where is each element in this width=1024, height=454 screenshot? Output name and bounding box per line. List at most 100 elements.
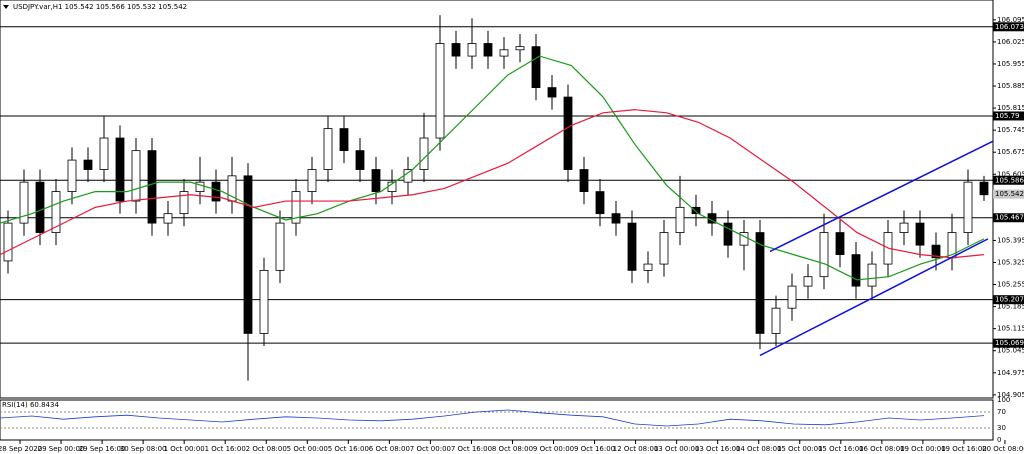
candle-body [787, 285, 797, 309]
x-tick-label: 28 Sep 2020 [0, 445, 42, 453]
candle-body [979, 181, 989, 196]
candle-body [211, 181, 221, 202]
candle-body [819, 232, 829, 278]
x-tick-label: 1 Oct 16:00 [205, 445, 246, 453]
level-label: 105.207 [995, 296, 1024, 304]
x-tick-label: 13 Oct 16:00 [695, 445, 741, 453]
channel-line [769, 140, 994, 253]
candle-body [659, 232, 669, 265]
moving-average [0, 109, 985, 259]
candle-body [499, 49, 509, 57]
main-frame [0, 0, 994, 399]
candle-body [355, 150, 365, 170]
y-tick-label: 105.745 [997, 126, 1024, 134]
candle-body [67, 159, 77, 192]
candle-body [163, 213, 173, 224]
candle-body [915, 222, 925, 246]
candle-body [3, 222, 13, 262]
x-tick-label: 7 Oct 00:00 [410, 445, 451, 453]
candle-body [115, 137, 125, 202]
collapse-icon[interactable] [3, 5, 9, 9]
x-tick-label: 19 Oct 00:00 [900, 445, 946, 453]
x-tick-label: 7 Oct 16:00 [451, 445, 492, 453]
level-tag [993, 338, 1024, 348]
candle-body [963, 181, 973, 233]
candle-body [755, 232, 765, 334]
level-tag [993, 111, 1024, 121]
candle-body [579, 169, 589, 192]
x-tick-label: 6 Oct 08:00 [369, 445, 410, 453]
chart-title: USDJPY.var,H1 105.542 105.566 105.532 10… [13, 3, 187, 11]
level-label: 105.069 [995, 339, 1024, 347]
candle-body [899, 222, 909, 233]
y-tick-label: 105.255 [997, 281, 1024, 289]
y-tick-label: 105.675 [997, 148, 1024, 156]
x-tick-label: 12 Oct 08:00 [613, 445, 659, 453]
x-tick-label: 9 Oct 16:00 [574, 445, 615, 453]
rsi-label: RSI(14) 60.8434 [2, 401, 59, 409]
candle-body [291, 191, 301, 224]
y-tick-label: 106.095 [997, 16, 1024, 24]
y-tick-label: 105.815 [997, 104, 1024, 112]
candle-body [627, 222, 637, 271]
level-label: 105.467 [995, 214, 1024, 222]
x-tick-label: 13 Oct 00:00 [654, 445, 700, 453]
candle-body [83, 159, 93, 170]
rsi-tick-label: 0 [997, 436, 1001, 444]
y-tick-label: 105.395 [997, 236, 1024, 244]
candle-body [531, 46, 541, 89]
candle-body [547, 87, 557, 98]
y-tick-label: 106.025 [997, 38, 1024, 46]
candle-body [435, 43, 445, 139]
candle-body [195, 181, 205, 192]
y-tick-label: 104.905 [997, 391, 1024, 399]
candle-body [611, 213, 621, 224]
candle-body [51, 191, 61, 233]
rsi-line [0, 409, 985, 427]
candle-body [323, 128, 333, 170]
y-tick-label: 105.605 [997, 170, 1024, 178]
candle-body [275, 222, 285, 271]
level-tag [993, 213, 1024, 223]
x-tick-label: 19 Oct 16:00 [941, 445, 987, 453]
candle-body [243, 175, 253, 334]
x-tick-label: 20 Oct 08:00 [982, 445, 1024, 453]
level-tag [993, 22, 1024, 32]
candle-body [19, 181, 29, 224]
candle-body [483, 43, 493, 57]
x-tick-label: 30 Sep 08:00 [120, 445, 167, 453]
candle-body [179, 191, 189, 215]
x-tick-label: 9 Oct 00:00 [533, 445, 574, 453]
candle-body [771, 307, 781, 334]
candle-body [931, 244, 941, 259]
candle-body [419, 137, 429, 170]
candle-body [307, 169, 317, 192]
candle-body [867, 263, 877, 287]
candle-body [147, 150, 157, 224]
candle-body [691, 206, 701, 215]
level-label: 105.79 [995, 112, 1020, 120]
y-tick-label: 105.115 [997, 325, 1024, 333]
moving-average [0, 55, 985, 281]
x-tick-label: 8 Oct 08:00 [492, 445, 533, 453]
candle-body [851, 254, 861, 287]
candle-body [515, 46, 525, 51]
x-tick-label: 29 Sep 16:00 [79, 445, 126, 453]
candle-body [339, 128, 349, 152]
candle-body [723, 222, 733, 246]
x-tick-label: 5 Oct 16:00 [328, 445, 369, 453]
level-tag [993, 175, 1024, 185]
y-tick-label: 105.325 [997, 258, 1024, 266]
current-price-tag [993, 189, 1024, 199]
candle-body [99, 137, 109, 170]
candle-body [643, 263, 653, 271]
x-tick-label: 5 Oct 00:00 [287, 445, 328, 453]
y-tick-label: 105.885 [997, 82, 1024, 90]
candle-body [467, 43, 477, 57]
candle-body [35, 181, 45, 233]
rsi-frame [0, 399, 994, 441]
x-tick-label: 14 Oct 08:00 [736, 445, 782, 453]
y-tick-label: 105.045 [997, 347, 1024, 355]
x-tick-label: 16 Oct 08:00 [859, 445, 905, 453]
